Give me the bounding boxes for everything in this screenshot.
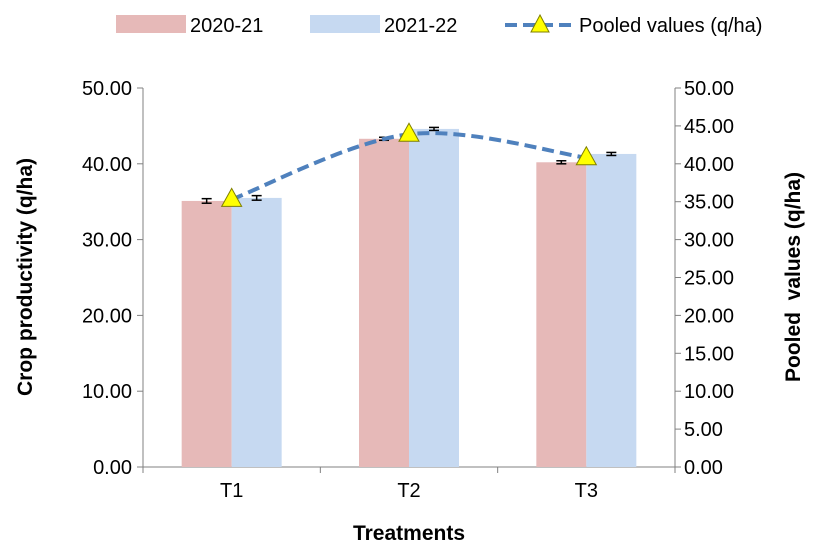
pooled-marker [220,187,243,207]
legend-label: 2021-22 [384,15,457,37]
y-tick-label-right: 20.00 [684,305,734,327]
legend-item: 2021-22 [310,15,457,37]
y-tick-label-right: 10.00 [684,381,734,403]
y-tick-label-left: 50.00 [82,78,132,100]
y-tick-label-right: 35.00 [684,192,734,214]
legend-swatch [310,15,380,33]
bar-2020-21 [536,162,587,467]
y-tick-label-right: 15.00 [684,343,734,365]
legend: 2020-21 2021-22 Pooled values (q/ha) [116,13,762,37]
bars [181,128,637,468]
legend-item: Pooled values (q/ha) [505,13,762,37]
y-axis-label-right: Pooled values (q/ha) [782,172,805,382]
bar-2021-22 [231,197,282,467]
pooled-line [220,122,598,207]
legend-item: 2020-21 [116,15,263,37]
y-tick-label-right: 30.00 [684,230,734,252]
bar-2020-21 [181,200,232,467]
y-tick-label-left: 0.00 [93,457,132,479]
y-axis-right: 0.00 5.00 10.00 15.00 20.00 25.00 30.00 35.00 40… [674,78,734,479]
pooled-marker [398,122,420,142]
bar-2021-22 [586,153,637,468]
y-axis-left: 0.00 10.00 20.00 30.00 40.00 50.00 [82,78,144,479]
x-axis: T1 T2 T3 [142,466,676,502]
y-tick-label-right: 5.00 [684,419,723,441]
x-tick-label: T2 [397,480,420,502]
legend-label: Pooled values (q/ha) [579,15,762,37]
bar-2020-21 [359,138,409,467]
legend-marker [530,13,550,33]
y-tick-label-left: 10.00 [82,381,132,403]
x-tick-label: T3 [575,480,598,502]
y-tick-label-right: 0.00 [684,457,723,479]
y-tick-label-right: 40.00 [684,154,734,176]
y-tick-label-left: 40.00 [82,154,132,176]
y-tick-label-left: 30.00 [82,230,132,252]
legend-swatch [116,15,186,33]
y-tick-label-left: 20.00 [82,305,132,327]
x-axis-label: Treatments [353,522,465,545]
y-tick-label-right: 50.00 [684,78,734,100]
y-axis-label-left: Crop productivity (q/ha) [14,158,37,396]
x-tick-label: T1 [220,480,243,502]
y-tick-label-right: 25.00 [684,268,734,290]
bar-2021-22 [409,128,459,467]
legend-label: 2020-21 [190,15,263,37]
y-tick-label-right: 45.00 [684,116,734,138]
pooled-marker [575,145,598,166]
